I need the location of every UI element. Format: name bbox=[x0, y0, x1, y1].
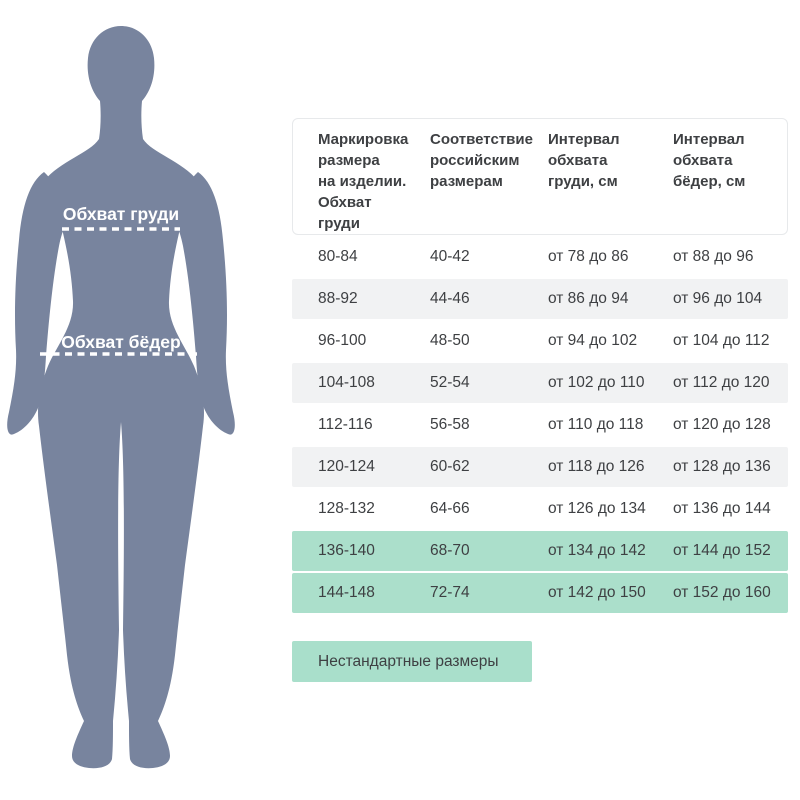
cell-marking: 144-148 bbox=[318, 584, 375, 601]
legend-label: Нестандартные размеры bbox=[318, 652, 499, 670]
cell-hips-interval: от 112 до 120 bbox=[673, 374, 770, 391]
cell-hips-interval: от 152 до 160 bbox=[673, 584, 771, 601]
cell-chest-interval: от 118 до 126 bbox=[548, 458, 645, 475]
cell-russian-size: 44-46 bbox=[430, 290, 470, 307]
cell-hips-interval: от 128 до 136 bbox=[673, 458, 771, 475]
cell-marking: 104-108 bbox=[318, 374, 375, 391]
cell-marking: 128-132 bbox=[318, 500, 375, 517]
cell-russian-size: 52-54 bbox=[430, 374, 470, 391]
table-row-highlighted: 136-140 68-70 от 134 до 142 от 144 до 15… bbox=[292, 531, 788, 571]
cell-russian-size: 40-42 bbox=[430, 248, 470, 265]
table-row: 112-116 56-58 от 110 до 118 от 120 до 12… bbox=[292, 405, 788, 445]
table-row: 88-92 44-46 от 86 до 94 от 96 до 104 bbox=[292, 279, 788, 319]
cell-hips-interval: от 104 до 112 bbox=[673, 332, 770, 349]
size-table: Маркировка размера на изделии. Обхват гр… bbox=[292, 118, 788, 682]
cell-hips-interval: от 120 до 128 bbox=[673, 416, 771, 433]
hips-measure-label: Обхват бёдер bbox=[61, 332, 180, 352]
table-row-highlighted: 144-148 72-74 от 142 до 150 от 152 до 16… bbox=[292, 573, 788, 613]
table-row: 104-108 52-54 от 102 до 110 от 112 до 12… bbox=[292, 363, 788, 403]
cell-chest-interval: от 102 до 110 bbox=[548, 374, 645, 391]
header-marking: Маркировка размера на изделии. Обхват гр… bbox=[318, 131, 409, 232]
cell-russian-size: 56-58 bbox=[430, 416, 470, 433]
cell-russian-size: 60-62 bbox=[430, 458, 470, 475]
female-body-silhouette: Обхват груди Обхват бёдер bbox=[7, 26, 235, 769]
nonstandard-sizes-legend: Нестандартные размеры bbox=[292, 641, 532, 682]
size-table-header-row: Маркировка размера на изделии. Обхват гр… bbox=[292, 118, 788, 235]
header-chest-interval: Интервал обхвата груди, см bbox=[548, 131, 620, 190]
cell-marking: 136-140 bbox=[318, 542, 375, 559]
cell-hips-interval: от 88 до 96 bbox=[673, 248, 754, 265]
cell-hips-interval: от 136 до 144 bbox=[673, 500, 771, 517]
table-row: 120-124 60-62 от 118 до 126 от 128 до 13… bbox=[292, 447, 788, 487]
cell-marking: 80-84 bbox=[318, 248, 358, 265]
cell-russian-size: 68-70 bbox=[430, 542, 470, 559]
cell-chest-interval: от 142 до 150 bbox=[548, 584, 646, 601]
cell-hips-interval: от 96 до 104 bbox=[673, 290, 763, 307]
cell-marking: 112-116 bbox=[318, 416, 373, 433]
cell-russian-size: 48-50 bbox=[430, 332, 470, 349]
cell-chest-interval: от 86 до 94 bbox=[548, 290, 629, 307]
cell-marking: 88-92 bbox=[318, 290, 358, 307]
header-hips-interval: Интервал обхвата бёдер, см bbox=[673, 131, 746, 190]
cell-chest-interval: от 134 до 142 bbox=[548, 542, 646, 559]
table-row: 80-84 40-42 от 78 до 86 от 88 до 96 bbox=[292, 237, 788, 277]
cell-chest-interval: от 94 до 102 bbox=[548, 332, 638, 349]
cell-russian-size: 72-74 bbox=[430, 584, 470, 601]
cell-chest-interval: от 78 до 86 bbox=[548, 248, 629, 265]
table-row: 96-100 48-50 от 94 до 102 от 104 до 112 bbox=[292, 321, 788, 361]
cell-chest-interval: от 110 до 118 bbox=[548, 416, 644, 433]
body-left-arm-shape bbox=[7, 172, 65, 435]
cell-russian-size: 64-66 bbox=[430, 500, 470, 517]
cell-chest-interval: от 126 до 134 bbox=[548, 500, 646, 517]
body-right-arm-shape bbox=[177, 172, 235, 435]
table-row: 128-132 64-66 от 126 до 134 от 136 до 14… bbox=[292, 489, 788, 529]
body-torso-shape bbox=[38, 26, 204, 769]
chest-measure-label: Обхват груди bbox=[63, 204, 179, 224]
cell-marking: 120-124 bbox=[318, 458, 375, 475]
cell-hips-interval: от 144 до 152 bbox=[673, 542, 771, 559]
header-russian-size: Соответствие российским размерам bbox=[430, 131, 533, 190]
cell-marking: 96-100 bbox=[318, 332, 367, 349]
